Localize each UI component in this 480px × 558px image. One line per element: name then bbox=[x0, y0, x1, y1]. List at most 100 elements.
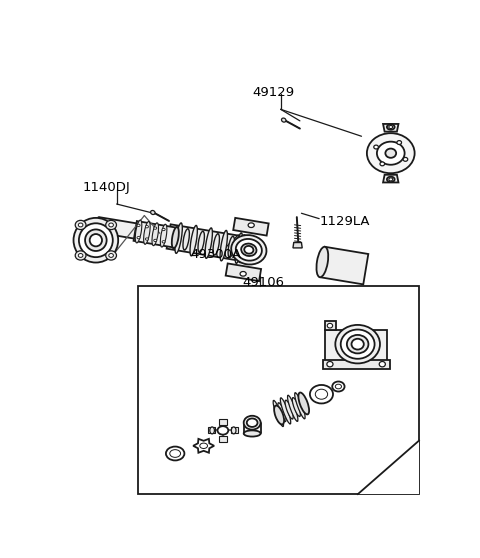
Ellipse shape bbox=[389, 178, 393, 181]
Ellipse shape bbox=[281, 118, 286, 122]
Ellipse shape bbox=[336, 384, 341, 389]
Ellipse shape bbox=[154, 227, 157, 229]
Ellipse shape bbox=[162, 228, 165, 230]
Ellipse shape bbox=[327, 324, 333, 328]
Ellipse shape bbox=[190, 225, 197, 256]
Ellipse shape bbox=[175, 223, 182, 253]
Ellipse shape bbox=[137, 224, 140, 227]
Ellipse shape bbox=[75, 251, 86, 260]
Ellipse shape bbox=[292, 398, 300, 416]
Ellipse shape bbox=[310, 385, 333, 403]
Ellipse shape bbox=[327, 362, 333, 367]
Ellipse shape bbox=[220, 230, 228, 261]
Ellipse shape bbox=[217, 426, 228, 435]
Ellipse shape bbox=[288, 395, 298, 421]
Text: 49129: 49129 bbox=[252, 86, 294, 99]
Polygon shape bbox=[358, 440, 419, 494]
Ellipse shape bbox=[244, 416, 261, 430]
Ellipse shape bbox=[85, 229, 107, 251]
Text: 1140DJ: 1140DJ bbox=[83, 181, 131, 194]
Ellipse shape bbox=[367, 133, 415, 173]
Ellipse shape bbox=[241, 244, 256, 256]
Ellipse shape bbox=[162, 240, 165, 243]
Ellipse shape bbox=[75, 220, 86, 229]
Polygon shape bbox=[320, 247, 368, 285]
Ellipse shape bbox=[228, 236, 234, 258]
Ellipse shape bbox=[109, 253, 113, 257]
Ellipse shape bbox=[152, 223, 158, 246]
Polygon shape bbox=[233, 218, 269, 235]
Ellipse shape bbox=[160, 224, 167, 247]
Ellipse shape bbox=[135, 220, 142, 243]
Ellipse shape bbox=[347, 335, 369, 353]
Ellipse shape bbox=[295, 393, 305, 419]
Polygon shape bbox=[226, 263, 261, 281]
Ellipse shape bbox=[285, 400, 293, 419]
Ellipse shape bbox=[154, 239, 157, 242]
Ellipse shape bbox=[172, 227, 179, 248]
Ellipse shape bbox=[170, 450, 180, 458]
Ellipse shape bbox=[280, 398, 291, 424]
Ellipse shape bbox=[106, 220, 117, 229]
Ellipse shape bbox=[240, 272, 246, 276]
Polygon shape bbox=[383, 175, 398, 182]
Ellipse shape bbox=[145, 238, 148, 240]
Ellipse shape bbox=[315, 389, 328, 399]
Ellipse shape bbox=[198, 231, 204, 253]
Ellipse shape bbox=[78, 253, 83, 257]
Ellipse shape bbox=[385, 148, 396, 158]
Ellipse shape bbox=[403, 157, 408, 161]
Polygon shape bbox=[293, 243, 302, 248]
Ellipse shape bbox=[387, 124, 395, 129]
Text: 49106: 49106 bbox=[242, 276, 284, 290]
Ellipse shape bbox=[278, 403, 286, 422]
Polygon shape bbox=[167, 224, 244, 261]
Polygon shape bbox=[325, 321, 336, 330]
Ellipse shape bbox=[379, 362, 385, 367]
Ellipse shape bbox=[244, 246, 253, 254]
Ellipse shape bbox=[231, 427, 236, 434]
Ellipse shape bbox=[377, 142, 405, 165]
Ellipse shape bbox=[106, 251, 117, 260]
Ellipse shape bbox=[79, 223, 113, 257]
Polygon shape bbox=[207, 427, 215, 434]
Ellipse shape bbox=[200, 443, 207, 449]
Polygon shape bbox=[230, 427, 238, 434]
Ellipse shape bbox=[213, 234, 219, 255]
Ellipse shape bbox=[387, 177, 395, 182]
Polygon shape bbox=[219, 436, 227, 442]
Ellipse shape bbox=[244, 430, 261, 436]
Ellipse shape bbox=[316, 247, 328, 277]
Ellipse shape bbox=[151, 210, 155, 214]
Ellipse shape bbox=[273, 401, 284, 426]
Ellipse shape bbox=[332, 382, 345, 392]
Polygon shape bbox=[219, 419, 227, 425]
Ellipse shape bbox=[248, 223, 254, 228]
Ellipse shape bbox=[73, 218, 118, 263]
Ellipse shape bbox=[78, 223, 83, 227]
Ellipse shape bbox=[351, 339, 364, 349]
Ellipse shape bbox=[231, 235, 266, 264]
Ellipse shape bbox=[210, 427, 215, 434]
Ellipse shape bbox=[183, 229, 190, 250]
Text: 1129LA: 1129LA bbox=[320, 215, 371, 228]
Polygon shape bbox=[133, 221, 177, 247]
Text: 49300A: 49300A bbox=[191, 248, 242, 261]
Ellipse shape bbox=[341, 330, 374, 359]
Ellipse shape bbox=[374, 145, 378, 149]
Polygon shape bbox=[383, 124, 398, 132]
Polygon shape bbox=[323, 359, 390, 369]
Ellipse shape bbox=[389, 126, 393, 128]
Ellipse shape bbox=[205, 228, 212, 258]
Ellipse shape bbox=[274, 406, 284, 425]
Ellipse shape bbox=[109, 223, 113, 227]
Ellipse shape bbox=[380, 162, 384, 166]
Ellipse shape bbox=[239, 235, 246, 262]
Ellipse shape bbox=[336, 325, 380, 363]
Ellipse shape bbox=[137, 237, 140, 239]
Polygon shape bbox=[325, 330, 387, 361]
Polygon shape bbox=[193, 439, 214, 453]
Ellipse shape bbox=[145, 225, 148, 228]
Ellipse shape bbox=[397, 141, 402, 145]
Ellipse shape bbox=[90, 234, 102, 247]
